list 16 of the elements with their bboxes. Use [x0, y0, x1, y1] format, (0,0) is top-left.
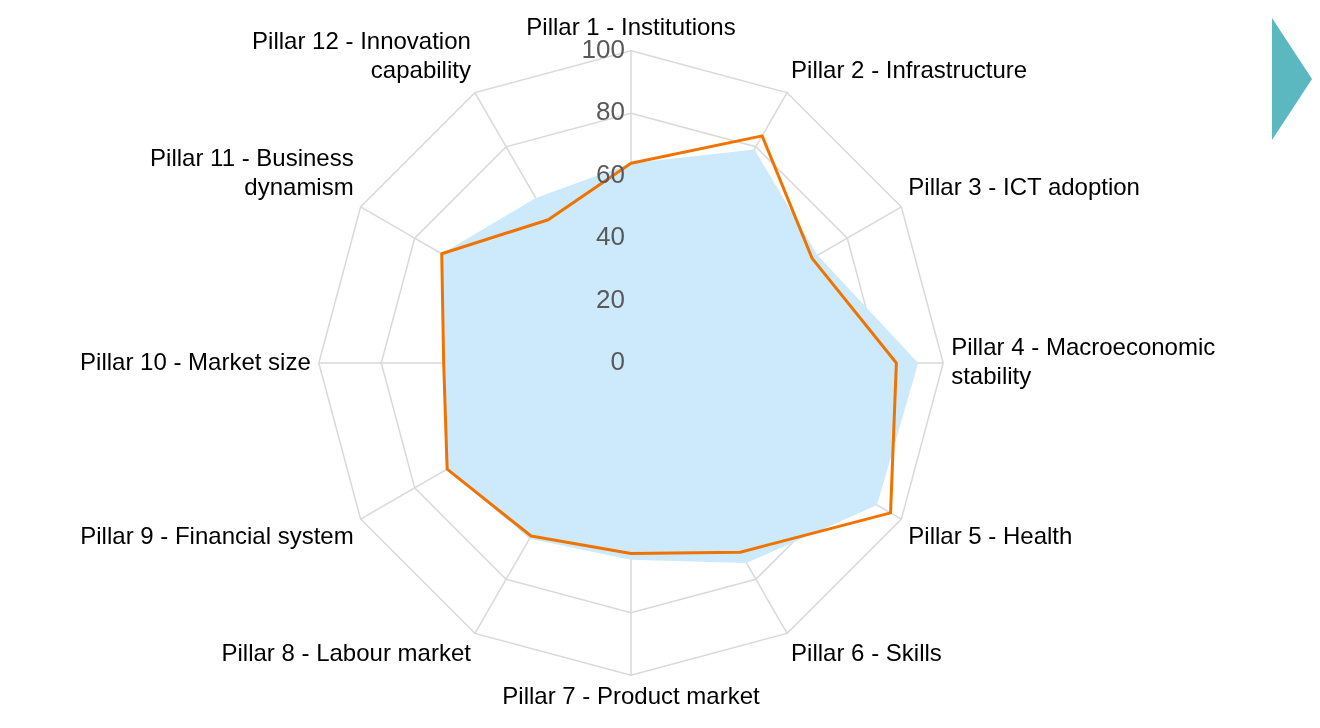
y-tick-label: 40 [596, 221, 625, 252]
spoke-label: Pillar 2 - Infrastructure [791, 55, 1028, 83]
spoke-label: Pillar 10 - Market size [80, 347, 311, 375]
spoke-label: Pillar 8 - Labour market [221, 639, 472, 667]
spoke-label: Pillar 12 - Innovation capability [252, 27, 471, 83]
spoke-label: Pillar 9 - Financial system [80, 522, 354, 550]
y-tick-label: 0 [610, 346, 625, 377]
spoke-label: Pillar 7 - Product market [502, 682, 761, 710]
spoke-label: Pillar 1 - Institutions [526, 13, 736, 41]
y-tick-label: 80 [596, 96, 625, 127]
spoke-label: Pillar 11 - Business dynamism [150, 144, 354, 201]
spoke-label: Pillar 5 - Health [908, 522, 1073, 550]
spoke-label: Pillar 4 - Macroeconomic stability [951, 333, 1216, 390]
spoke-label: Pillar 3 - ICT adoption [908, 173, 1140, 201]
spoke-label: Pillar 6 - Skills [791, 639, 942, 667]
y-tick-label: 20 [596, 283, 625, 314]
